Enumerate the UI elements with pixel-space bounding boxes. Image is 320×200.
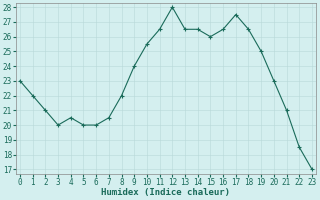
X-axis label: Humidex (Indice chaleur): Humidex (Indice chaleur) — [101, 188, 230, 197]
